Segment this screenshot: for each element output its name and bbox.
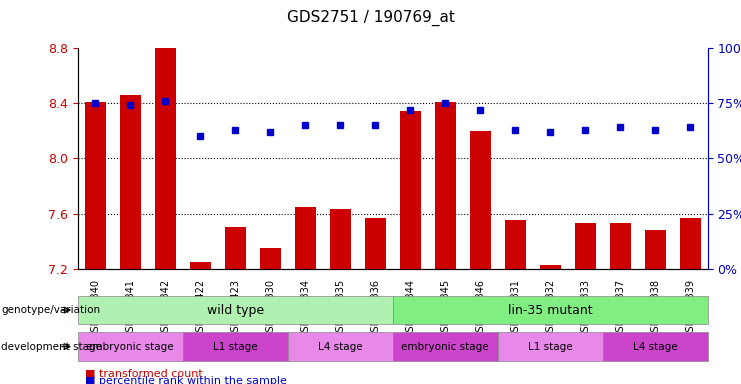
Text: wild type: wild type bbox=[207, 304, 264, 316]
Text: ■ percentile rank within the sample: ■ percentile rank within the sample bbox=[85, 376, 287, 384]
Text: genotype/variation: genotype/variation bbox=[1, 305, 101, 315]
Text: embryonic stage: embryonic stage bbox=[402, 341, 489, 352]
Bar bbox=[575, 223, 596, 269]
Text: L4 stage: L4 stage bbox=[633, 341, 677, 352]
Bar bbox=[435, 102, 456, 269]
Text: lin-35 mutant: lin-35 mutant bbox=[508, 304, 593, 316]
Bar bbox=[679, 218, 701, 269]
Bar bbox=[645, 230, 665, 269]
Bar bbox=[190, 262, 210, 269]
Bar bbox=[470, 131, 491, 269]
Bar bbox=[539, 265, 561, 269]
Text: L4 stage: L4 stage bbox=[318, 341, 362, 352]
Bar bbox=[225, 227, 246, 269]
Text: L1 stage: L1 stage bbox=[213, 341, 258, 352]
Bar bbox=[260, 248, 281, 269]
Text: L1 stage: L1 stage bbox=[528, 341, 573, 352]
Text: ■ transformed count: ■ transformed count bbox=[85, 368, 203, 378]
Text: development stage: development stage bbox=[1, 341, 102, 352]
Bar bbox=[610, 223, 631, 269]
Bar bbox=[155, 48, 176, 269]
Bar bbox=[330, 209, 350, 269]
Bar bbox=[120, 95, 141, 269]
Bar bbox=[505, 220, 525, 269]
Text: embryonic stage: embryonic stage bbox=[87, 341, 174, 352]
Text: GDS2751 / 190769_at: GDS2751 / 190769_at bbox=[287, 10, 454, 26]
Bar bbox=[365, 218, 386, 269]
Bar bbox=[84, 102, 106, 269]
Bar bbox=[295, 207, 316, 269]
Bar bbox=[399, 111, 421, 269]
